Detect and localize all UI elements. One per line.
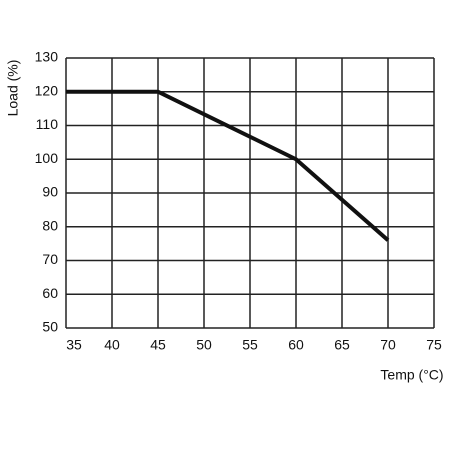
y-tick-label: 60 (42, 285, 58, 301)
x-tick-label: 55 (242, 337, 258, 353)
y-tick-label: 130 (35, 49, 59, 65)
x-tick-label: 60 (288, 337, 304, 353)
x-tick-label: 65 (334, 337, 350, 353)
x-tick-label: 70 (380, 337, 396, 353)
data-line (66, 89, 390, 242)
y-tick-label: 80 (42, 217, 58, 233)
x-tick-label: 40 (104, 337, 120, 353)
x-axis-label: Temp (°C) (380, 367, 443, 383)
y-tick-label: 120 (35, 82, 59, 98)
x-tick-label: 50 (196, 337, 212, 353)
y-tick-label: 110 (36, 116, 59, 132)
x-tick-label: 35 (66, 337, 82, 353)
x-tick-label: 45 (150, 337, 166, 353)
x-tick-label: 75 (426, 337, 442, 353)
y-axis-label: Load (%) (5, 60, 21, 117)
y-tick-label: 50 (42, 319, 58, 335)
y-tick-label: 90 (42, 184, 58, 200)
y-tick-label: 70 (42, 251, 58, 267)
y-tick-label: 100 (35, 150, 59, 166)
